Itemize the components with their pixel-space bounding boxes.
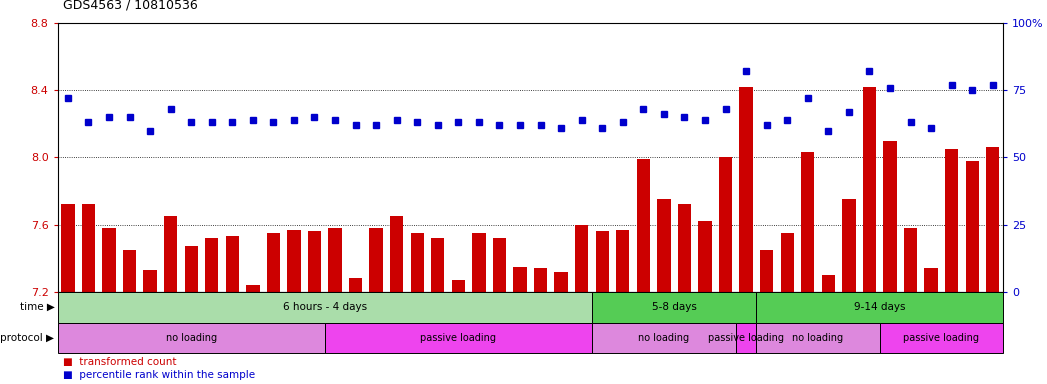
Text: passive loading: passive loading — [904, 333, 979, 343]
Bar — [986, 147, 1000, 292]
Bar — [493, 238, 506, 292]
Bar — [863, 87, 876, 292]
Bar — [225, 237, 239, 292]
Bar — [513, 266, 527, 292]
Bar — [410, 233, 424, 292]
Text: passive loading: passive loading — [420, 333, 496, 343]
Bar — [616, 230, 629, 292]
Bar — [698, 221, 712, 292]
Text: protocol ▶: protocol ▶ — [0, 333, 54, 343]
Bar — [246, 285, 260, 292]
Text: 9-14 days: 9-14 days — [854, 302, 906, 312]
Bar — [592, 292, 756, 323]
Bar — [451, 280, 465, 292]
Bar — [884, 141, 896, 292]
Bar — [61, 204, 74, 292]
Text: 5-8 days: 5-8 days — [651, 302, 696, 312]
Bar — [184, 247, 198, 292]
Bar — [472, 233, 486, 292]
Bar — [82, 204, 95, 292]
Bar — [205, 238, 219, 292]
Bar — [103, 228, 115, 292]
Bar — [719, 157, 732, 292]
Bar — [534, 268, 548, 292]
Bar — [801, 152, 815, 292]
Bar — [658, 199, 670, 292]
Text: no loading: no loading — [793, 333, 844, 343]
Bar — [677, 204, 691, 292]
Bar — [879, 323, 1003, 353]
Bar — [781, 233, 794, 292]
Bar — [267, 233, 280, 292]
Bar — [596, 231, 609, 292]
Bar — [756, 292, 1003, 323]
Bar — [58, 292, 592, 323]
Bar — [822, 275, 836, 292]
Bar — [164, 216, 177, 292]
Bar — [58, 323, 325, 353]
Text: passive loading: passive loading — [708, 333, 784, 343]
Text: ■  transformed count: ■ transformed count — [63, 357, 176, 367]
Bar — [945, 149, 958, 292]
Text: time ▶: time ▶ — [20, 302, 54, 312]
Bar — [575, 225, 588, 292]
Bar — [965, 161, 979, 292]
Bar — [925, 268, 938, 292]
Bar — [592, 323, 736, 353]
Bar — [842, 199, 855, 292]
Bar — [122, 250, 136, 292]
Bar — [308, 231, 321, 292]
Text: ■  percentile rank within the sample: ■ percentile rank within the sample — [63, 371, 255, 381]
Text: 6 hours - 4 days: 6 hours - 4 days — [283, 302, 366, 312]
Bar — [904, 228, 917, 292]
Bar — [756, 323, 879, 353]
Text: no loading: no loading — [165, 333, 217, 343]
Bar — [370, 228, 383, 292]
Text: GDS4563 / 10810536: GDS4563 / 10810536 — [63, 0, 198, 12]
Bar — [349, 278, 362, 292]
Bar — [760, 250, 774, 292]
Bar — [736, 323, 756, 353]
Bar — [391, 216, 403, 292]
Bar — [325, 323, 592, 353]
Bar — [555, 271, 567, 292]
Bar — [329, 228, 341, 292]
Bar — [431, 238, 445, 292]
Bar — [739, 87, 753, 292]
Bar — [143, 270, 157, 292]
Text: no loading: no loading — [639, 333, 690, 343]
Bar — [287, 230, 300, 292]
Bar — [637, 159, 650, 292]
